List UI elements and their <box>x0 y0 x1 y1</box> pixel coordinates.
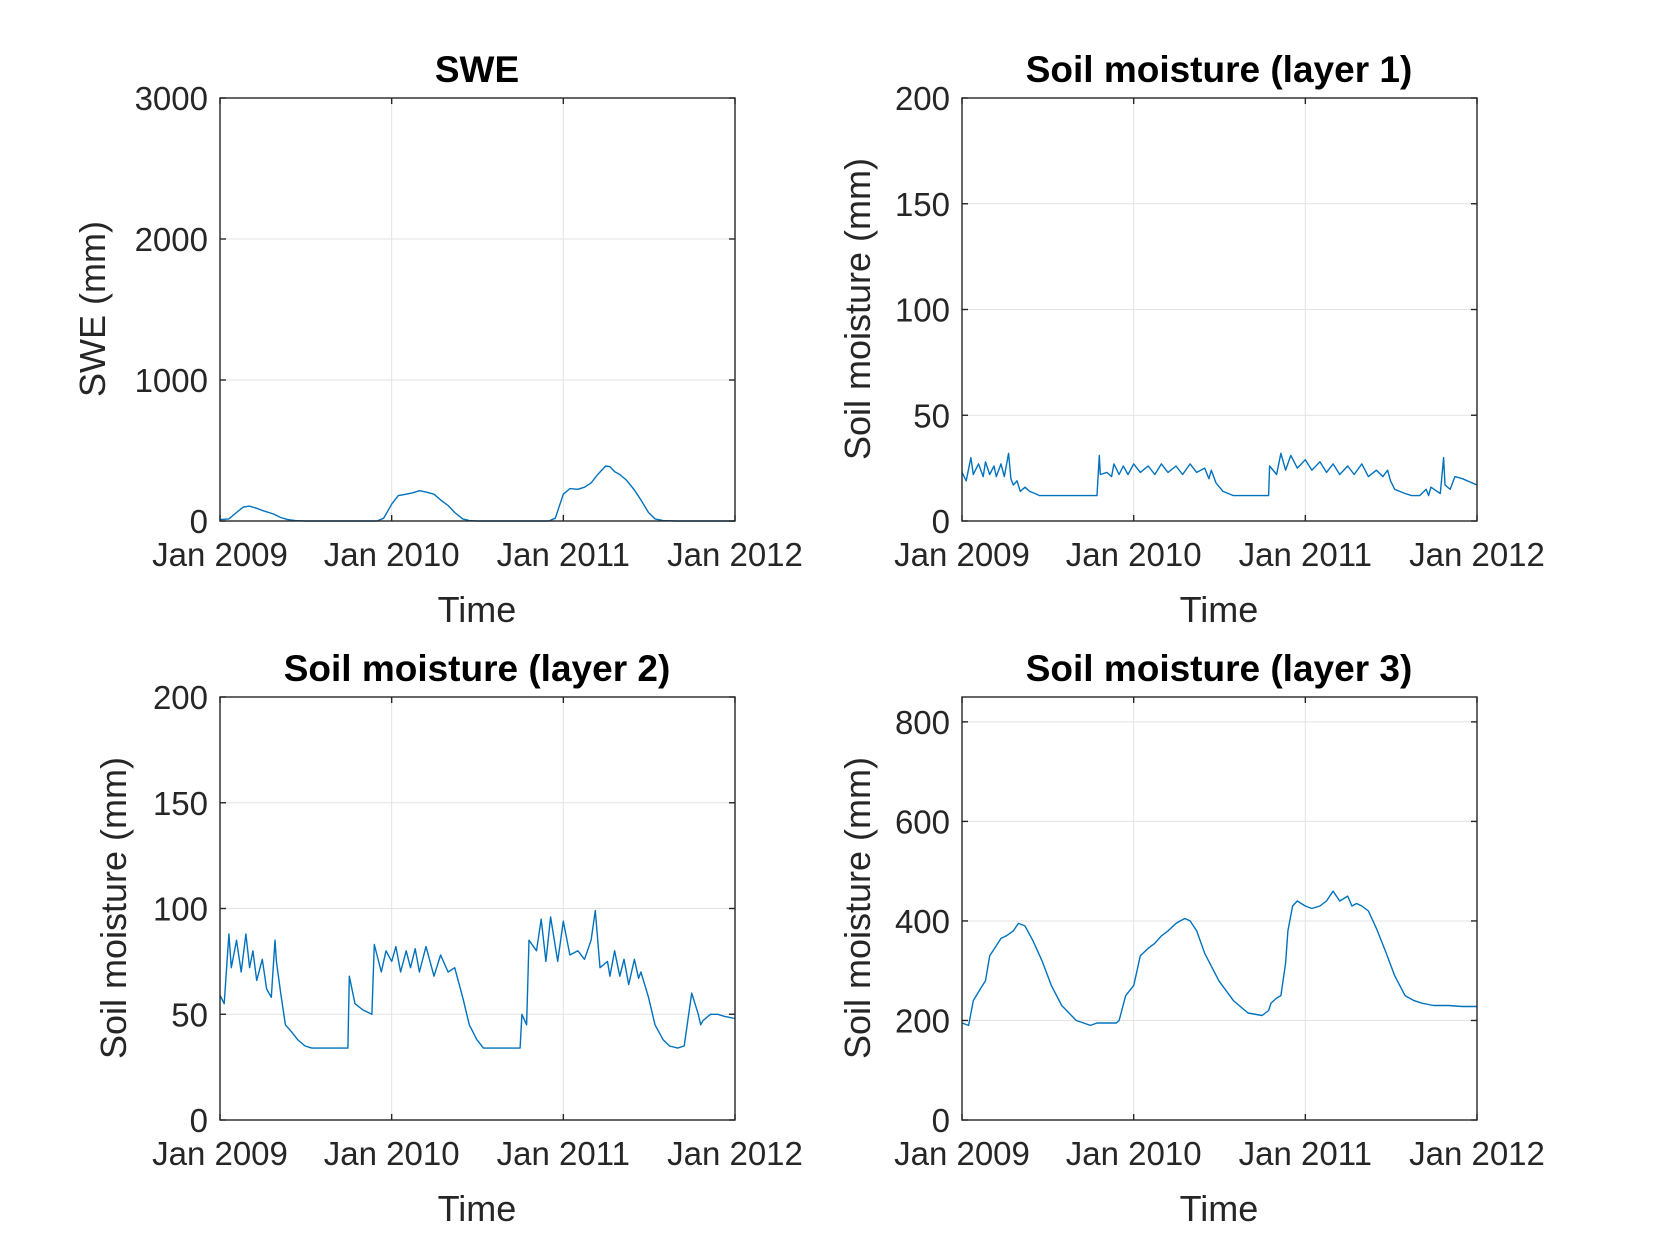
axes-frame-sm3 <box>961 696 1478 1121</box>
y-tick-label: 1000 <box>135 362 208 399</box>
y-tick-label: 0 <box>190 1102 208 1139</box>
y-tick-label: 50 <box>913 397 950 434</box>
chart-sm1: Jan 2009 Jan 2010 Jan 2011 Jan 2012 0 50 100 15… <box>837 49 1545 630</box>
series-sm2 <box>219 909 736 1049</box>
x-tick-label: Jan 2012 <box>667 536 803 573</box>
series-line <box>961 452 1478 497</box>
x-axis-label-swe: Time <box>438 589 517 630</box>
y-tick-label: 200 <box>153 679 208 716</box>
x-tick-label: Jan 2009 <box>894 536 1030 573</box>
chart-title-sm3: Soil moisture (layer 3) <box>1026 648 1413 689</box>
x-tick-label: Jan 2012 <box>1409 536 1545 573</box>
y-axis-label-sm3: Soil moisture (mm) <box>837 757 878 1059</box>
y-tick-label: 200 <box>895 1002 950 1039</box>
series-swe <box>219 465 735 522</box>
ticks-swe: Jan 2009 Jan 2010 Jan 2011 Jan 2012 0 1000 200… <box>135 80 803 573</box>
y-tick-label: 100 <box>895 292 950 329</box>
x-tick-label: Jan 2011 <box>1239 536 1372 573</box>
chart-swe: Jan 2009 Jan 2010 Jan 2011 Jan 2012 0 1000 200… <box>72 49 803 630</box>
chart-title-sm1: Soil moisture (layer 1) <box>1026 49 1413 90</box>
y-tick-label: 0 <box>932 1102 950 1139</box>
x-tick-label: Jan 2012 <box>1409 1135 1545 1172</box>
axes-frame-swe <box>219 97 736 522</box>
chart-sm2: Jan 2009 Jan 2010 Jan 2011 Jan 2012 0 50 100 15… <box>93 648 803 1229</box>
y-tick-label: 200 <box>895 80 950 117</box>
ticks-sm1: Jan 2009 Jan 2010 Jan 2011 Jan 2012 0 50 100 15… <box>894 80 1545 573</box>
x-tick-label: Jan 2011 <box>1239 1135 1372 1172</box>
chart-title-sm2: Soil moisture (layer 2) <box>284 648 671 689</box>
x-axis-label-sm1: Time <box>1180 589 1259 630</box>
y-axis-label-swe: SWE (mm) <box>72 221 113 397</box>
x-tick-label: Jan 2010 <box>324 536 460 573</box>
x-tick-label: Jan 2010 <box>324 1135 460 1172</box>
y-tick-label: 100 <box>153 891 208 928</box>
x-axis-label-sm2: Time <box>438 1188 517 1229</box>
series-line <box>219 465 735 522</box>
y-tick-label: 150 <box>895 186 950 223</box>
y-axis-label-sm2: Soil moisture (mm) <box>93 757 134 1059</box>
y-tick-label: 0 <box>932 503 950 540</box>
y-tick-label: 2000 <box>135 221 208 258</box>
y-tick-label: 150 <box>153 785 208 822</box>
series-line <box>961 890 1477 1027</box>
series-sm3 <box>961 890 1477 1027</box>
y-tick-label: 0 <box>190 503 208 540</box>
series-line <box>219 909 736 1049</box>
x-tick-label: Jan 2010 <box>1066 1135 1202 1172</box>
x-tick-label: Jan 2011 <box>497 536 630 573</box>
x-tick-label: Jan 2012 <box>667 1135 803 1172</box>
y-tick-label: 800 <box>895 704 950 741</box>
x-axis-label-sm3: Time <box>1180 1188 1259 1229</box>
chart-sm3: Jan 2009 Jan 2010 Jan 2011 Jan 2012 0 200 400 6… <box>837 648 1545 1229</box>
x-tick-label: Jan 2010 <box>1066 536 1202 573</box>
chart-title-swe: SWE <box>435 49 519 90</box>
y-axis-label-sm1: Soil moisture (mm) <box>837 158 878 460</box>
ticks-sm3: Jan 2009 Jan 2010 Jan 2011 Jan 2012 0 200 400 6… <box>894 697 1545 1172</box>
y-tick-label: 600 <box>895 803 950 840</box>
series-sm1 <box>961 452 1478 497</box>
y-tick-label: 400 <box>895 903 950 940</box>
x-tick-label: Jan 2011 <box>497 1135 630 1172</box>
ticks-sm2: Jan 2009 Jan 2010 Jan 2011 Jan 2012 0 50 100 15… <box>152 679 803 1172</box>
x-tick-label: Jan 2009 <box>894 1135 1030 1172</box>
x-tick-label: Jan 2009 <box>152 536 288 573</box>
x-tick-label: Jan 2009 <box>152 1135 288 1172</box>
y-tick-label: 50 <box>171 996 208 1033</box>
y-tick-label: 3000 <box>135 80 208 117</box>
